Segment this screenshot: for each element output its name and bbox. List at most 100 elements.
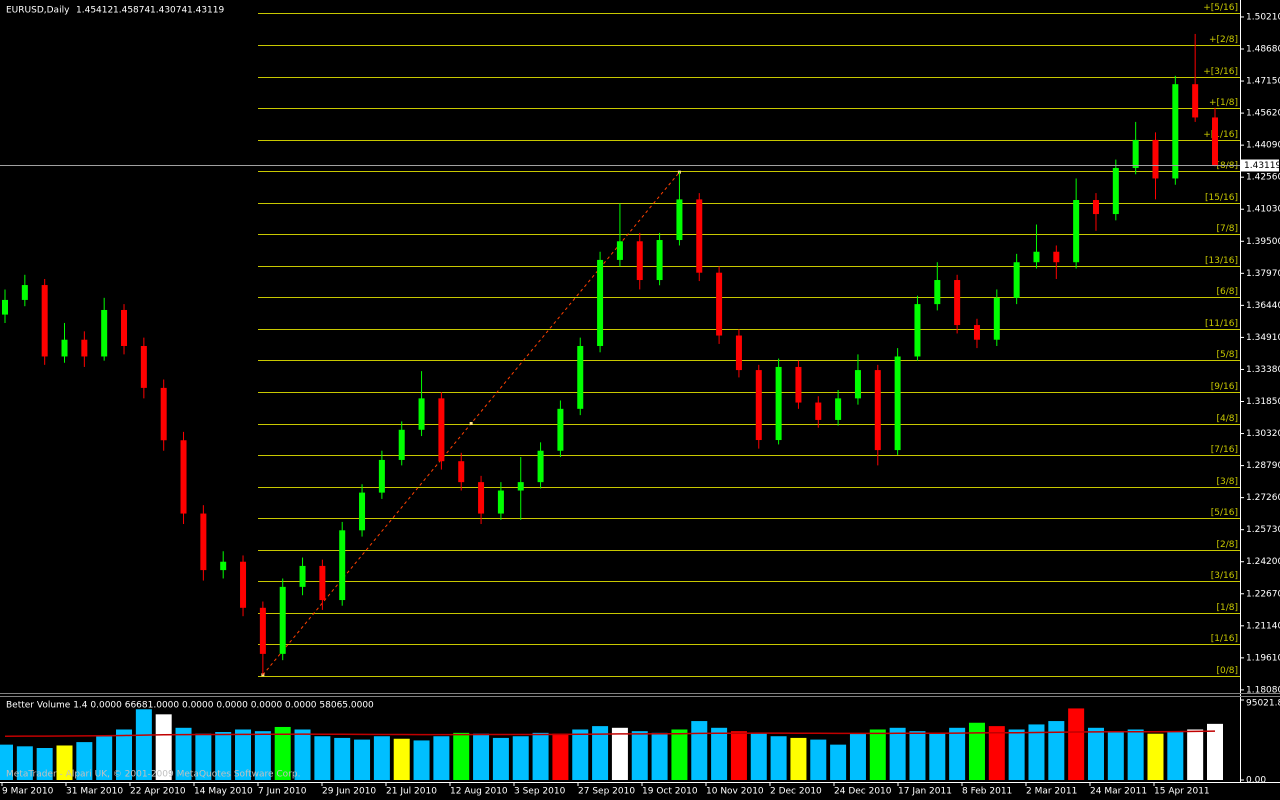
y-tick-label: 1.42560 [1246,173,1280,183]
candle-body [577,346,584,409]
candle [696,193,703,282]
volume-bar [1127,729,1144,780]
volume-bar [56,745,73,780]
candle-body [973,325,980,340]
candle [557,400,564,458]
candle [339,521,346,606]
volume-bar [16,746,33,780]
volume-bar [0,744,13,780]
candle-body [755,370,762,441]
murray-label: [1/8] [1216,603,1238,613]
candle-body [339,530,346,601]
volume-bar [830,744,847,780]
candle [140,337,147,399]
candle [894,348,901,455]
volume-bar [354,739,371,780]
candle-body [1132,139,1139,168]
volume-bar [473,733,490,780]
candle [497,482,504,520]
candle-body [458,461,465,483]
candle-body [676,199,683,241]
candle [775,358,782,445]
candle-body [418,398,425,430]
candle [2,289,8,323]
candle [438,392,445,470]
candle [101,297,108,361]
candle [378,450,385,499]
y-tick-label: 1.28790 [1246,461,1280,471]
candle [874,364,881,466]
y-tick-label: 1.45620 [1246,109,1280,119]
candle [1053,245,1060,279]
candle-body [775,366,782,441]
candle-body [2,299,8,315]
volume-bar [373,736,390,780]
trend-anchor [469,421,473,425]
y-tick-label: 1.41030 [1246,205,1280,215]
candle [21,274,28,307]
candle [418,371,425,437]
murray-label: [9/16] [1211,382,1238,392]
murray-label: [6/8] [1216,287,1238,297]
volume-bar [631,731,648,780]
candle-body [140,346,147,388]
volume-bar [155,714,172,780]
candle [1212,107,1218,167]
volume-bar [1068,708,1085,780]
candle [517,457,524,520]
volume-bar [254,731,271,780]
x-tick-label: 2 Dec 2010 [770,787,822,797]
candle-body [537,450,544,483]
volume-bar [909,731,926,780]
candle [121,304,128,355]
candle [656,232,663,286]
candle-body [716,272,723,336]
volume-bar [274,726,291,780]
candle-body [874,370,881,451]
candle-body [993,297,1000,340]
y-tick-label: 1.36440 [1246,301,1280,311]
candle-body [914,304,921,357]
candle [398,421,405,466]
candle-body [160,387,167,441]
candle [1172,75,1179,185]
candle [220,551,227,579]
murray-label: [2/8] [1216,540,1238,550]
volume-bar [869,729,886,780]
volume-bar [116,729,133,780]
candle [319,559,326,610]
candle [993,289,1000,346]
candle-body [220,561,227,571]
volume-bar [1207,723,1223,780]
candle-body [894,356,901,451]
candle [1033,224,1040,269]
murray-label: [0/8] [1216,666,1238,676]
y-tick-label: 1.34910 [1246,333,1280,343]
volume-bar [96,736,113,780]
candle-body [299,565,306,587]
candle-body [1013,262,1020,298]
candle-body [1172,84,1179,179]
candle-body [835,398,842,420]
volume-bar [1087,727,1104,780]
candle-body [696,199,703,273]
volume-bar [413,740,430,780]
candle [973,318,980,349]
y-tick-label: 1.27260 [1246,493,1280,503]
candle [160,379,167,451]
candle [835,389,842,426]
y-tick-label: 1.31850 [1246,397,1280,407]
volume-tick-label: 0.00 [1246,776,1266,786]
volume-bar [1187,729,1204,780]
candle [41,278,48,365]
volume-bar [235,729,252,780]
murray-label: [4/8] [1216,414,1238,424]
x-tick-label: 22 Apr 2010 [130,787,186,797]
volume-bar [175,727,192,780]
volume-tick-label: 95021.85 [1246,699,1280,709]
volume-bar [572,729,589,780]
candle [795,360,802,409]
volume-bar [1107,731,1124,780]
volume-bar [492,737,509,780]
